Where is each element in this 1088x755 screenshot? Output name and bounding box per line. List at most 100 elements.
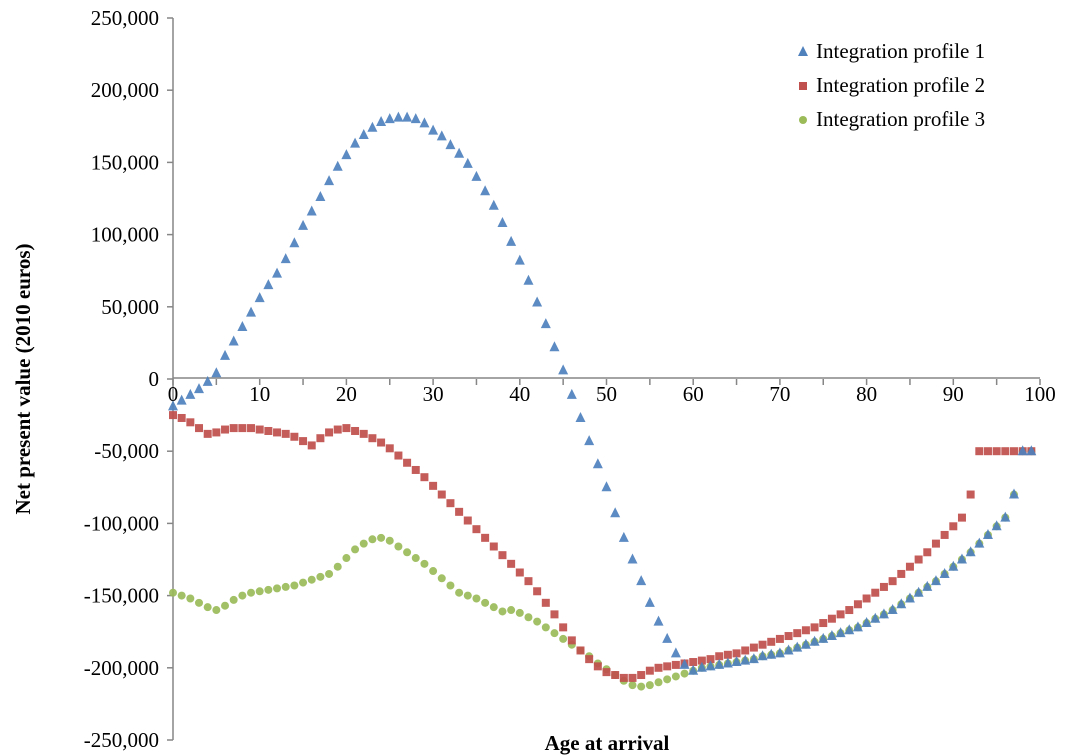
data-point bbox=[462, 157, 473, 168]
data-point bbox=[749, 643, 758, 652]
data-point bbox=[1026, 445, 1037, 456]
legend-label: Integration profile 1 bbox=[816, 39, 985, 63]
data-point bbox=[897, 569, 906, 578]
data-point bbox=[367, 121, 378, 132]
data-point bbox=[377, 533, 386, 542]
data-point bbox=[436, 130, 447, 141]
data-point bbox=[636, 575, 647, 586]
data-point bbox=[489, 603, 498, 612]
data-point bbox=[281, 582, 290, 591]
data-point bbox=[566, 388, 577, 399]
data-point bbox=[497, 217, 508, 228]
data-point bbox=[775, 634, 784, 643]
data-point bbox=[715, 652, 724, 661]
y-tick-label: -50,000 bbox=[94, 439, 159, 463]
data-point bbox=[514, 254, 525, 265]
data-point bbox=[956, 553, 967, 564]
data-point bbox=[359, 429, 368, 438]
data-point bbox=[176, 394, 187, 405]
data-point bbox=[644, 596, 655, 607]
data-point bbox=[550, 629, 559, 638]
data-point bbox=[957, 513, 966, 522]
data-point bbox=[368, 535, 377, 544]
data-point bbox=[740, 654, 751, 665]
data-point bbox=[221, 425, 230, 434]
data-point bbox=[472, 525, 481, 534]
data-point bbox=[185, 388, 196, 399]
data-point bbox=[1017, 445, 1028, 456]
data-point bbox=[696, 661, 707, 672]
data-point bbox=[758, 640, 767, 649]
data-point bbox=[533, 617, 542, 626]
data-point bbox=[671, 672, 680, 681]
data-point bbox=[298, 219, 309, 230]
data-point bbox=[593, 662, 602, 671]
data-point bbox=[662, 632, 673, 643]
data-point bbox=[1008, 488, 1019, 499]
data-point bbox=[471, 170, 482, 181]
data-point bbox=[801, 626, 810, 635]
data-point bbox=[376, 115, 387, 126]
data-point bbox=[663, 675, 672, 684]
data-point bbox=[186, 418, 195, 427]
data-point bbox=[289, 237, 300, 248]
data-point bbox=[757, 650, 768, 661]
data-point bbox=[922, 580, 933, 591]
data-point bbox=[342, 424, 351, 433]
data-point bbox=[316, 572, 325, 581]
data-point bbox=[481, 598, 490, 607]
data-point bbox=[280, 253, 291, 264]
legend: Integration profile 1 Integration profile… bbox=[798, 39, 985, 131]
data-point bbox=[394, 542, 403, 551]
data-point bbox=[488, 199, 499, 210]
data-point bbox=[637, 682, 646, 691]
data-point bbox=[306, 205, 317, 216]
axes: 250,000 200,000 150,000 100,000 50,000 0 -50,0… bbox=[84, 6, 1056, 752]
data-point bbox=[515, 568, 524, 577]
data-point bbox=[550, 610, 559, 619]
data-point bbox=[845, 606, 854, 615]
legend-marker bbox=[799, 82, 807, 90]
y-tick-label: 200,000 bbox=[91, 78, 159, 102]
data-point bbox=[800, 638, 811, 649]
data-point bbox=[836, 610, 845, 619]
data-point bbox=[281, 429, 290, 438]
data-point bbox=[826, 630, 837, 641]
data-point bbox=[195, 598, 204, 607]
data-point bbox=[992, 447, 1001, 456]
data-point bbox=[273, 428, 282, 437]
data-point bbox=[351, 426, 360, 435]
data-point bbox=[481, 533, 490, 542]
data-point bbox=[220, 349, 231, 360]
data-point bbox=[420, 559, 429, 568]
data-point bbox=[263, 279, 274, 290]
x-axis-title: Age at arrival bbox=[545, 731, 670, 755]
data-point bbox=[437, 574, 446, 583]
data-point bbox=[238, 591, 247, 600]
y-tick-label: -200,000 bbox=[84, 656, 159, 680]
data-point bbox=[186, 594, 195, 603]
data-point bbox=[350, 137, 361, 148]
data-point bbox=[411, 554, 420, 563]
data-point bbox=[540, 318, 551, 329]
data-point bbox=[930, 575, 941, 586]
data-point bbox=[273, 584, 282, 593]
y-tick-label: 0 bbox=[149, 367, 160, 391]
series-triangle bbox=[168, 111, 1037, 675]
data-point bbox=[584, 435, 595, 446]
x-tick-label: 50 bbox=[596, 382, 617, 406]
data-point bbox=[454, 147, 465, 158]
y-tick-label: 250,000 bbox=[91, 6, 159, 30]
data-point bbox=[177, 413, 186, 422]
data-point bbox=[359, 539, 368, 548]
data-point bbox=[247, 588, 256, 597]
data-point bbox=[862, 594, 871, 603]
data-point bbox=[169, 588, 177, 597]
data-point bbox=[923, 548, 932, 557]
data-point bbox=[602, 668, 611, 677]
data-point bbox=[835, 627, 846, 638]
data-point bbox=[610, 507, 621, 518]
data-point bbox=[168, 400, 178, 411]
data-point bbox=[377, 438, 386, 447]
data-point bbox=[585, 655, 594, 664]
